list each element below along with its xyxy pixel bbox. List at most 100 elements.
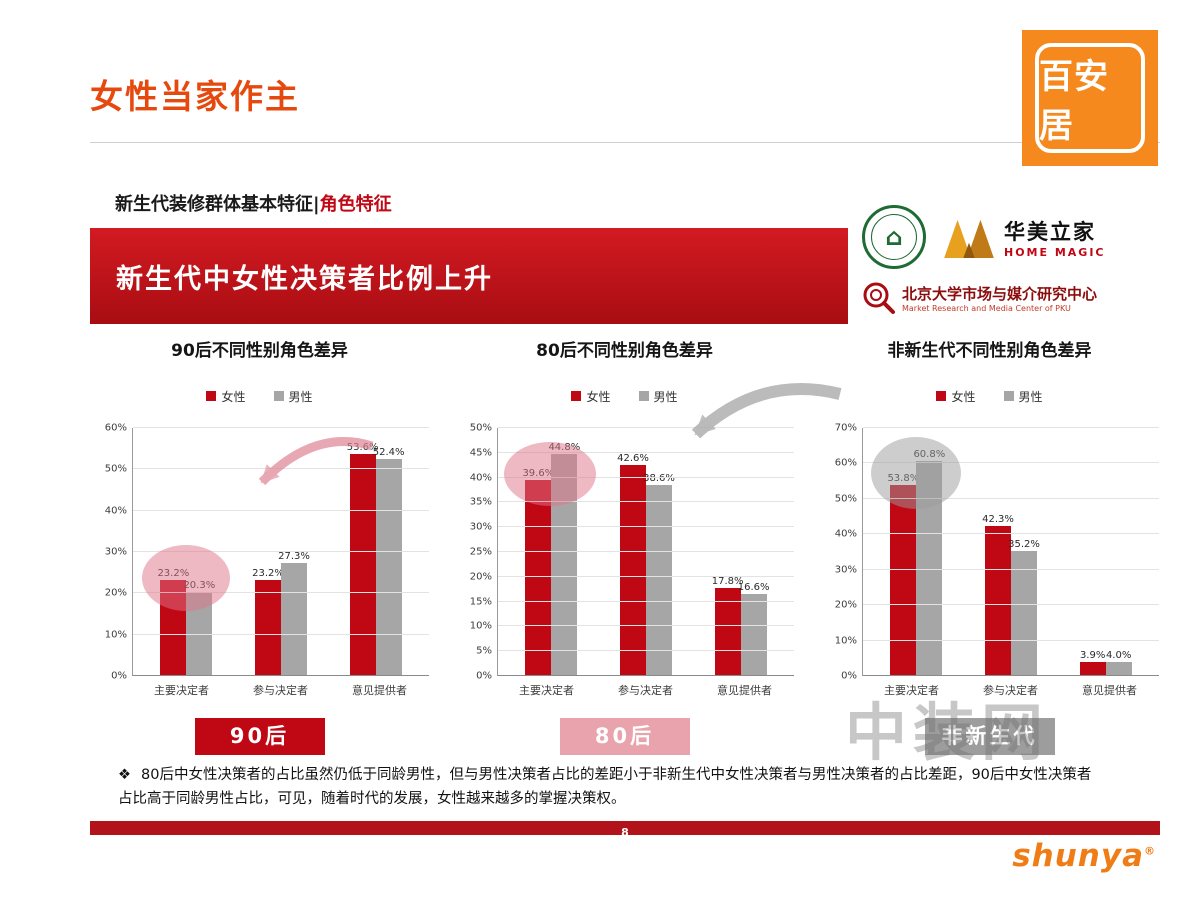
gridline [498, 600, 794, 602]
bar-男性: 35.2% [1008, 539, 1040, 676]
bar-女性: 39.6% [522, 468, 554, 676]
bar-value-label: 23.2% [252, 568, 284, 580]
bar-女性: 53.6% [347, 442, 379, 676]
chart-bars: 23.2% 20.3% 23.2% 27.3% 53.6% 52.4% [133, 428, 429, 676]
magnifier-icon [863, 282, 895, 314]
legend-item-男性: 男性 [1003, 388, 1043, 404]
gridline [498, 650, 794, 652]
x-axis-category-label: 参与决定者 [618, 684, 673, 697]
group-label-box: 90后 [194, 718, 325, 755]
chart-block: 非新生代不同性别角色差异 女性 男性 53.8% 60.8% 42.3% 35.2% 3.… [820, 336, 1159, 698]
chart-block: 80后不同性别角色差异 女性 男性 39.6% 44.8% 42.6% 38.6% 17.… [455, 336, 794, 698]
subheader-left: 新生代装修群体基本特征 [115, 194, 313, 215]
legend-item-女性: 女性 [206, 388, 246, 404]
footnote-text: 80后中女性决策者的占比虽然仍低于同龄男性，但与男性决策者占比的差距小于非新生代… [118, 767, 1092, 807]
bar-女性: 23.2% [157, 568, 189, 676]
y-axis-tick: 60% [834, 457, 857, 469]
page-title: 女性当家作主 [90, 77, 300, 116]
legend-label: 女性 [221, 389, 246, 404]
bar-女性: 53.8% [887, 473, 919, 676]
y-axis-tick: 30% [104, 546, 127, 558]
bar-value-label: 17.8% [711, 575, 744, 587]
house-icon: ⌂ [871, 214, 917, 260]
title-divider [90, 142, 1160, 143]
group-label-box: 非新生代 [924, 718, 1055, 755]
legend-swatch-icon [936, 391, 947, 401]
bar-女性: 23.2% [252, 568, 284, 676]
chart-title: 80后不同性别角色差异 [536, 341, 713, 361]
chart-plot: 39.6% 44.8% 42.6% 38.6% 17.8% 16.6% 0% 5% 10% 15%… [470, 423, 794, 682]
bar-男性: 4.0% [1105, 650, 1132, 676]
bar-group-参与决定者: 23.2% 27.3% [252, 428, 310, 676]
gridline [133, 633, 429, 635]
y-axis-tick: 10% [834, 635, 857, 647]
gridline [863, 497, 1159, 499]
legend-label: 女性 [586, 389, 611, 404]
bar-group-主要决定者: 23.2% 20.3% [157, 428, 215, 676]
home-magic-logo: 华美立家 HOME MAGIC [944, 216, 1106, 259]
gridline [498, 501, 794, 503]
bar-value-label: 52.4% [372, 447, 405, 459]
y-axis-tick: 70% [834, 422, 857, 434]
bar-value-label: 3.9% [1079, 650, 1106, 662]
legend-swatch-icon [1003, 391, 1014, 401]
banner-title: 新生代中女性决策者比例上升 [116, 263, 493, 295]
y-axis-tick: 40% [834, 528, 857, 540]
gridline [133, 427, 429, 428]
home-magic-en: HOME MAGIC [1004, 245, 1106, 259]
y-axis-tick: 10% [104, 629, 127, 641]
home-magic-mark-icon [944, 219, 994, 258]
legend-label: 男性 [288, 389, 313, 404]
bar-value-label: 38.6% [643, 472, 675, 484]
bar-女性: 42.3% [982, 514, 1014, 676]
y-axis-tick: 30% [469, 521, 492, 533]
bar-value-label: 42.6% [617, 452, 649, 464]
bar-value-label: 53.8% [887, 473, 920, 485]
legend-swatch-icon [571, 391, 582, 401]
gridline [498, 575, 794, 577]
chart-title: 90后不同性别角色差异 [171, 341, 348, 361]
bar-女性: 17.8% [712, 576, 744, 676]
bq-logo: 百安居 [1022, 30, 1158, 166]
x-axis-category-label: 意见提供者 [1082, 684, 1137, 697]
chart-categories: 主要决定者 参与决定者 意见提供者 [497, 682, 794, 698]
chart-plot: 23.2% 20.3% 23.2% 27.3% 53.6% 52.4% 0% 10% 20% 30… [105, 423, 429, 682]
bar-女性: 42.6% [617, 453, 649, 676]
page-number: 8 [621, 826, 629, 839]
y-axis-tick: 20% [104, 587, 127, 599]
y-axis-tick: 35% [469, 496, 492, 508]
y-axis-tick: 20% [469, 571, 492, 583]
chart-plot: 53.8% 60.8% 42.3% 35.2% 3.9% 4.0% 0% 10% 20% 30% 4… [835, 423, 1159, 682]
registered-mark: ® [1144, 844, 1156, 858]
y-axis-tick: 50% [104, 463, 127, 475]
pku-name-cn: 北京大学市场与媒介研究中心 [902, 285, 1098, 303]
bar-value-label: 16.6% [737, 581, 770, 593]
footnote-bullet-icon: ❖ [118, 767, 131, 783]
gridline [863, 639, 1159, 641]
legend-label: 男性 [653, 389, 678, 404]
chart-block: 90后不同性别角色差异 女性 男性 23.2% 20.3% 23.2% 27.3% 53.… [90, 336, 429, 698]
shunya-logo-text: shunya [1012, 838, 1144, 874]
x-axis-category-label: 主要决定者 [519, 684, 574, 697]
y-axis-tick: 50% [469, 422, 492, 434]
x-axis-category-label: 意见提供者 [717, 684, 772, 697]
gridline [133, 551, 429, 552]
partner-logos: ⌂ 华美立家 HOME MAGIC 北京大学市场 [862, 205, 1162, 315]
legend-swatch-icon [273, 391, 284, 401]
chart-title: 非新生代不同性别角色差异 [887, 341, 1092, 361]
gridline [133, 675, 429, 676]
y-axis-tick: 5% [476, 645, 492, 657]
legend-item-男性: 男性 [638, 388, 678, 404]
gridline [133, 592, 429, 594]
charts-area: 90后不同性别角色差异 女性 男性 23.2% 20.3% 23.2% 27.3% 53.… [90, 336, 1160, 716]
legend-swatch-icon [206, 391, 217, 401]
chart-categories: 主要决定者 参与决定者 意见提供者 [132, 682, 429, 698]
bar-男性: 44.8% [548, 442, 580, 676]
bar-group-意见提供者: 17.8% 16.6% [712, 428, 770, 676]
chart-bars: 39.6% 44.8% 42.6% 38.6% 17.8% 16.6% [498, 428, 794, 676]
gridline [863, 604, 1159, 606]
legend-swatch-icon [638, 391, 649, 401]
y-axis-tick: 30% [834, 564, 857, 576]
y-axis-tick: 45% [469, 447, 492, 459]
gridline [863, 568, 1159, 570]
